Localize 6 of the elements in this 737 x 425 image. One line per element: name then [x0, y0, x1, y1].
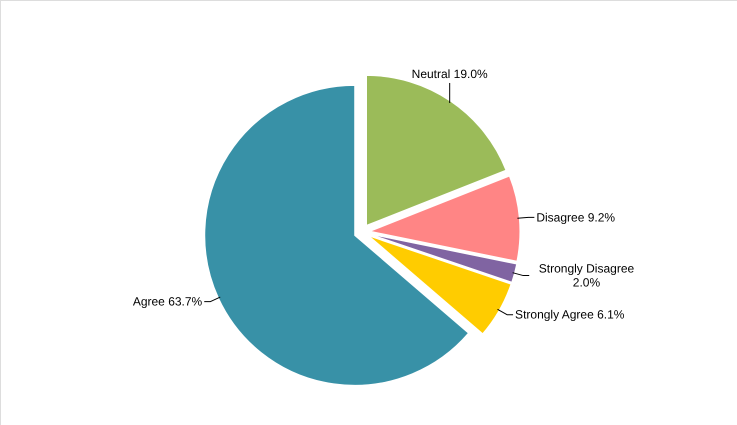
slice-label: Strongly Agree 6.1%	[515, 308, 625, 322]
slice-label: Disagree 9.2%	[536, 210, 616, 224]
slice-label: Neutral 19.0%	[412, 66, 488, 81]
slice-label: Agree 63.7%	[132, 294, 203, 309]
slice-label: Strongly Disagree	[538, 262, 634, 276]
data-label: 2.0%	[572, 276, 600, 290]
